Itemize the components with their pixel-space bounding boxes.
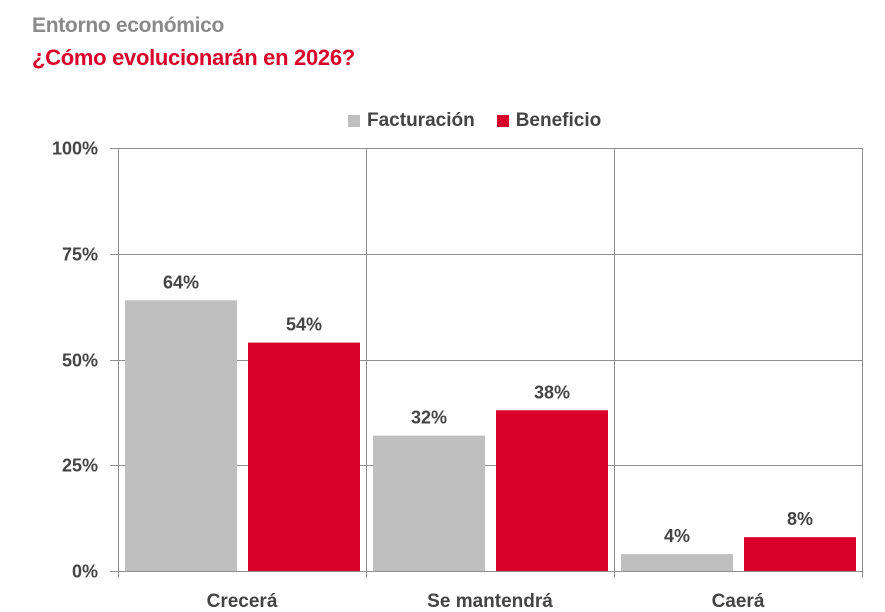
legend-item-beneficio: Beneficio: [496, 110, 602, 132]
x-category-label: Se mantendrá: [427, 591, 553, 612]
chart-kicker: Entorno económico: [32, 14, 225, 37]
data-label: 38%: [534, 382, 570, 402]
y-tick-label: 0%: [72, 562, 98, 582]
legend-label-facturacion: Facturación: [367, 110, 475, 131]
legend-label-beneficio: Beneficio: [515, 110, 602, 131]
legend-swatch-beneficio: [496, 115, 509, 127]
data-label: 64%: [163, 272, 199, 292]
bar-beneficio: [496, 410, 608, 571]
y-tick-label: 75%: [62, 245, 98, 265]
chart-title: ¿Cómo evolucionarán en 2026?: [32, 45, 355, 70]
bar-facturacion: [621, 554, 733, 571]
legend-swatch-facturacion: [348, 115, 360, 127]
x-category-label: Crecerá: [207, 591, 278, 612]
data-label: 32%: [411, 408, 447, 428]
legend: Facturación Beneficio: [348, 110, 623, 132]
y-tick-label: 100%: [52, 139, 98, 159]
legend-item-facturacion: Facturación: [348, 110, 475, 132]
bar-beneficio: [248, 342, 360, 571]
bar-beneficio: [744, 537, 856, 571]
data-label: 8%: [787, 509, 813, 529]
data-label: 4%: [664, 526, 690, 546]
bar-facturacion: [125, 300, 237, 571]
data-label: 54%: [286, 315, 322, 335]
x-category-label: Caerá: [712, 591, 765, 612]
y-tick-label: 25%: [62, 456, 98, 476]
bar-facturacion: [373, 435, 485, 571]
y-tick-label: 50%: [62, 351, 98, 371]
